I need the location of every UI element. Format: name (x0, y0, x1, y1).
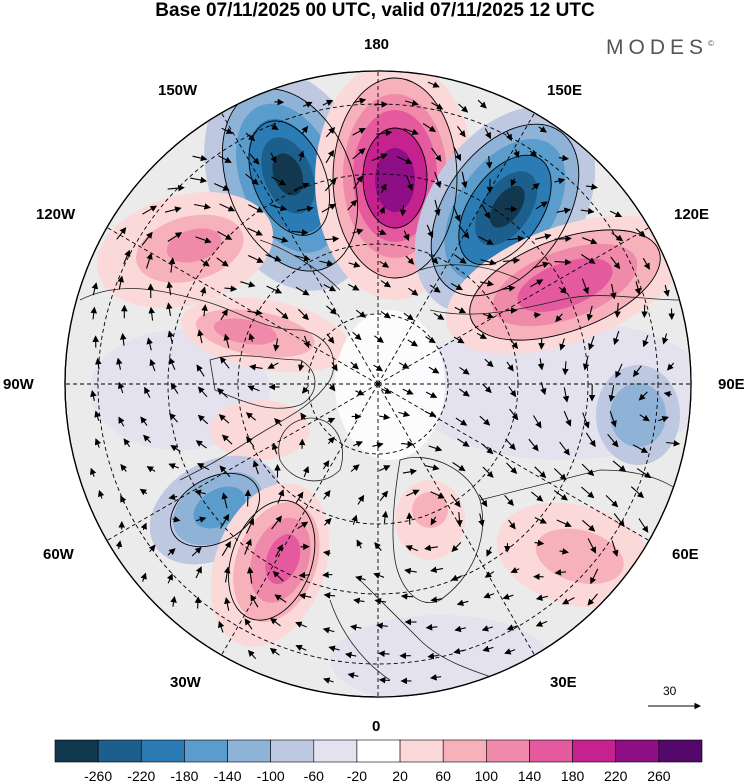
reference-vector-label: 30 (663, 684, 676, 698)
lon-label-120w: 120W (36, 206, 75, 223)
colorbar-segment (573, 740, 616, 762)
colorbar-tick-label: 20 (392, 768, 408, 784)
wind-vector (198, 597, 199, 608)
colorbar-tick-label: 100 (475, 768, 498, 784)
lon-label-150w: 150W (158, 82, 197, 99)
wind-vector (380, 680, 390, 681)
polar-cap (335, 310, 445, 460)
lon-label-180: 180 (364, 36, 389, 53)
lon-label-90e: 90E (718, 376, 745, 393)
lon-label-30w: 30W (170, 674, 201, 691)
colorbar-tick-label: 140 (518, 768, 541, 784)
lon-label-60e: 60E (672, 546, 699, 563)
brand-text: MODES (606, 36, 708, 59)
colorbar-tick-label: 220 (604, 768, 627, 784)
colorbar-tick-label: 260 (647, 768, 670, 784)
colorbar-tick-label: 180 (561, 768, 584, 784)
lon-label-90w: 90W (3, 376, 34, 393)
colorbar-segment (529, 740, 572, 762)
anomaly-bg-pos-1 (210, 400, 310, 460)
colorbar-segment (659, 740, 702, 762)
lon-label-120e: 120E (674, 206, 709, 223)
wind-vector (248, 491, 249, 507)
wind-vector (409, 513, 410, 524)
colorbar-tick-label: 60 (435, 768, 451, 784)
wind-vector (402, 596, 413, 597)
colorbar (55, 740, 702, 762)
colorbar-segment (98, 740, 141, 762)
wind-vector (274, 102, 283, 103)
colorbar-segment (400, 740, 443, 762)
colorbar-segment (486, 740, 529, 762)
lon-label-150e: 150E (547, 82, 582, 99)
colorbar-tick-label: -60 (304, 768, 324, 784)
colorbar-tick-label: -260 (84, 768, 112, 784)
anomaly-bg-neg-3 (330, 615, 550, 705)
colorbar-tick-label: -100 (257, 768, 285, 784)
anomaly-low-90e (596, 365, 680, 465)
lon-label-30e: 30E (550, 674, 577, 691)
colorbar-segment (228, 740, 271, 762)
lon-label-60w: 60W (43, 546, 74, 563)
colorbar-segment (55, 740, 98, 762)
colorbar-segment (616, 740, 659, 762)
colorbar-tick-label: -180 (170, 768, 198, 784)
colorbar-segment (271, 740, 314, 762)
colorbar-segment (443, 740, 486, 762)
colorbar-tick-label: -220 (127, 768, 155, 784)
map-title: Base 07/11/2025 00 UTC, valid 07/11/2025… (0, 0, 750, 22)
colorbar-segment (357, 740, 400, 762)
brand-mark: © (708, 39, 714, 48)
wind-vector (374, 104, 387, 105)
colorbar-segment (141, 740, 184, 762)
wind-vector (534, 315, 540, 316)
colorbar-tick-label: -20 (347, 768, 367, 784)
colorbar-tick-label: -140 (213, 768, 241, 784)
wind-vector (323, 575, 332, 576)
colorbar-segment (184, 740, 227, 762)
lon-label-0: 0 (372, 718, 380, 735)
colorbar-segment (314, 740, 357, 762)
brand-logo: MODES© (606, 36, 714, 60)
